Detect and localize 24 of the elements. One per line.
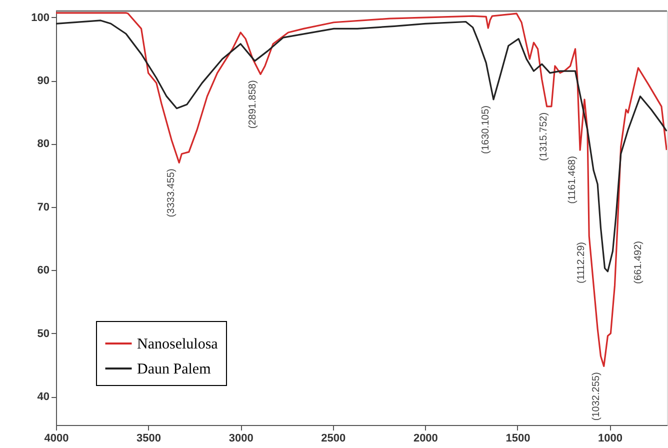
annotation: (1112.29) xyxy=(576,242,588,284)
legend-label: Nanoselulosa xyxy=(137,336,218,352)
y-tick-label: 60 xyxy=(37,264,50,277)
legend-label: Daun Palem xyxy=(137,362,212,378)
y-tick-label: 90 xyxy=(37,75,50,88)
x-tick-label: 4000 xyxy=(44,432,69,444)
y-tick-label: 70 xyxy=(37,201,50,214)
x-tick-label: 2000 xyxy=(413,432,438,444)
annotation: (661.492) xyxy=(633,241,644,284)
x-tick-label: 2500 xyxy=(321,432,346,444)
annotation: (1630.105) xyxy=(480,105,492,154)
y-tick-label: 40 xyxy=(37,391,50,404)
annotation: (1315.752) xyxy=(538,112,550,161)
y-tick-label: 100 xyxy=(31,12,50,24)
x-tick-label: 1000 xyxy=(598,432,623,444)
x-tick-label: 3000 xyxy=(228,432,254,444)
annotation: (3333.455) xyxy=(166,168,178,218)
annotation: (2891.858) xyxy=(248,80,259,129)
y-tick-label: 80 xyxy=(37,138,50,150)
annotation: (1161.468) xyxy=(567,156,578,204)
x-tick-label: 1500 xyxy=(506,432,530,444)
x-tick-label: 3500 xyxy=(136,432,162,444)
annotation: (1032.255) xyxy=(590,372,602,421)
y-tick-label: 50 xyxy=(37,328,50,340)
